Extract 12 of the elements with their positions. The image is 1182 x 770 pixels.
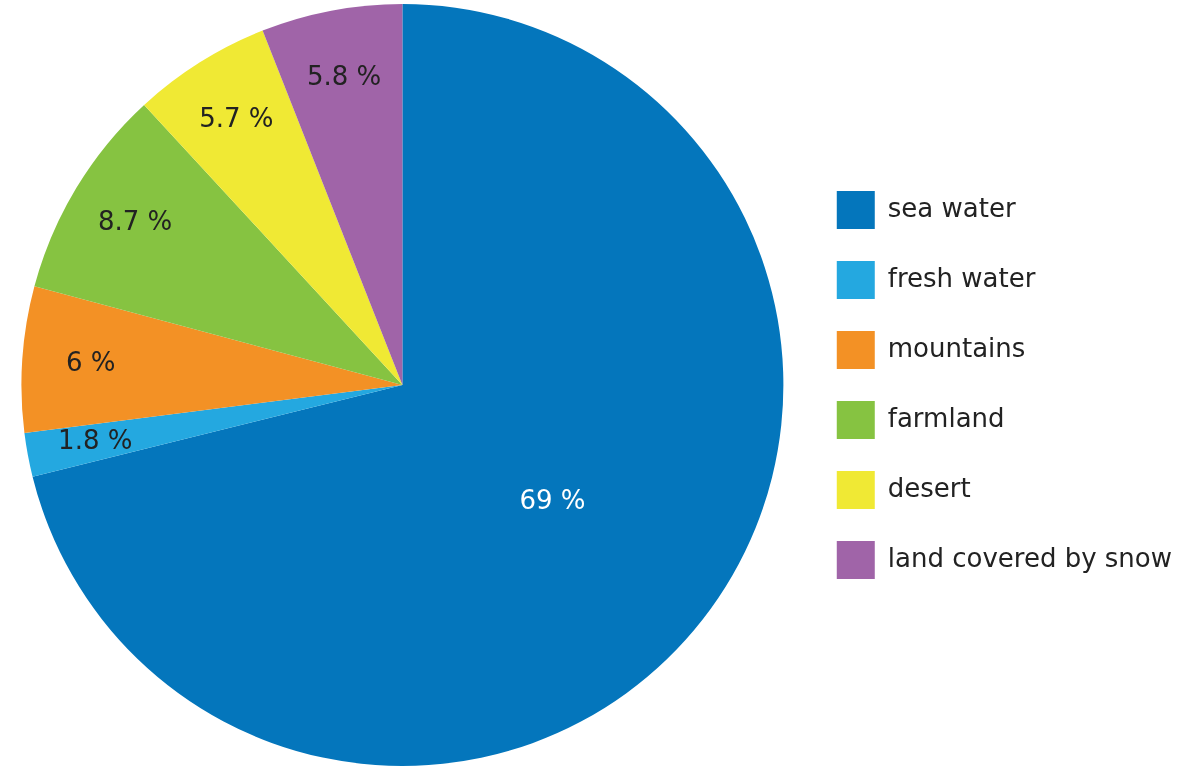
data-label: 5.8 % <box>306 60 382 91</box>
legend-label: sea water <box>887 192 1016 223</box>
data-label: 5.7 % <box>199 103 274 134</box>
data-label: 8.7 % <box>97 206 173 237</box>
legend-label: land covered by snow <box>887 542 1173 573</box>
data-label: 1.8 % <box>58 425 133 456</box>
legend-label: fresh water <box>887 262 1036 293</box>
legend-label: desert <box>887 472 971 503</box>
data-label: 69 % <box>519 485 586 516</box>
legend-label: mountains <box>887 332 1026 363</box>
legend-label: farmland <box>887 402 1005 433</box>
data-label: 6 % <box>65 346 116 377</box>
